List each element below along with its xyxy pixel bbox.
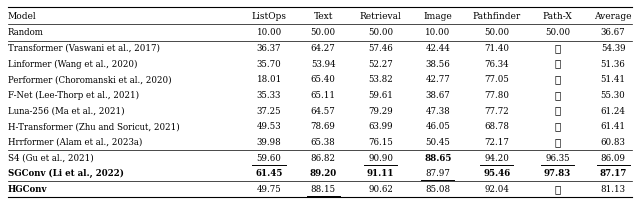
Text: 78.69: 78.69 — [311, 122, 335, 131]
Text: 36.37: 36.37 — [257, 44, 281, 53]
Text: 39.98: 39.98 — [257, 138, 282, 147]
Text: 50.00: 50.00 — [368, 28, 393, 37]
Text: ✗: ✗ — [554, 60, 561, 69]
Text: 49.53: 49.53 — [257, 122, 282, 131]
Text: 71.40: 71.40 — [484, 44, 509, 53]
Text: 50.00: 50.00 — [545, 28, 570, 37]
Text: 94.20: 94.20 — [484, 154, 509, 163]
Text: 35.33: 35.33 — [257, 91, 281, 100]
Text: 38.67: 38.67 — [426, 91, 451, 100]
Text: 61.45: 61.45 — [255, 169, 283, 178]
Text: ✗: ✗ — [554, 106, 561, 116]
Text: Luna-256 (Ma et al., 2021): Luna-256 (Ma et al., 2021) — [8, 106, 124, 116]
Text: Random: Random — [8, 28, 44, 37]
Text: 42.77: 42.77 — [426, 75, 451, 84]
Text: 77.05: 77.05 — [484, 75, 509, 84]
Text: 95.46: 95.46 — [483, 169, 511, 178]
Text: 36.67: 36.67 — [601, 28, 625, 37]
Text: 60.83: 60.83 — [601, 138, 625, 147]
Text: 87.17: 87.17 — [600, 169, 627, 178]
Text: 68.78: 68.78 — [484, 122, 509, 131]
Text: 87.97: 87.97 — [426, 169, 451, 178]
Text: Image: Image — [424, 12, 452, 21]
Text: 38.56: 38.56 — [426, 60, 451, 69]
Text: S4 (Gu et al., 2021): S4 (Gu et al., 2021) — [8, 154, 93, 163]
Text: 79.29: 79.29 — [368, 106, 393, 116]
Text: ✗: ✗ — [554, 122, 561, 131]
Text: 90.62: 90.62 — [368, 185, 393, 194]
Text: 81.13: 81.13 — [600, 185, 626, 194]
Text: 86.09: 86.09 — [600, 154, 626, 163]
Text: 57.46: 57.46 — [368, 44, 393, 53]
Text: 88.65: 88.65 — [424, 154, 452, 163]
Text: 63.99: 63.99 — [368, 122, 393, 131]
Text: 86.82: 86.82 — [310, 154, 336, 163]
Text: 59.61: 59.61 — [368, 91, 393, 100]
Text: 65.40: 65.40 — [311, 75, 335, 84]
Text: Average: Average — [595, 12, 632, 21]
Text: 50.45: 50.45 — [426, 138, 451, 147]
Text: 91.11: 91.11 — [367, 169, 394, 178]
Text: Model: Model — [8, 12, 36, 21]
Text: 10.00: 10.00 — [425, 28, 451, 37]
Text: 64.57: 64.57 — [311, 106, 335, 116]
Text: HGConv: HGConv — [8, 185, 47, 194]
Text: 51.41: 51.41 — [600, 75, 626, 84]
Text: 61.41: 61.41 — [600, 122, 626, 131]
Text: 54.39: 54.39 — [601, 44, 625, 53]
Text: Hrrformer (Alam et al., 2023a): Hrrformer (Alam et al., 2023a) — [8, 138, 142, 147]
Text: 59.60: 59.60 — [257, 154, 282, 163]
Text: 90.90: 90.90 — [368, 154, 393, 163]
Text: 35.70: 35.70 — [257, 60, 282, 69]
Text: Transformer (Vaswani et al., 2017): Transformer (Vaswani et al., 2017) — [8, 44, 160, 53]
Text: 47.38: 47.38 — [426, 106, 451, 116]
Text: 64.27: 64.27 — [311, 44, 335, 53]
Text: Path-X: Path-X — [543, 12, 572, 21]
Text: 51.36: 51.36 — [601, 60, 625, 69]
Text: 96.35: 96.35 — [545, 154, 570, 163]
Text: H-Transformer (Zhu and Soricut, 2021): H-Transformer (Zhu and Soricut, 2021) — [8, 122, 179, 131]
Text: 97.83: 97.83 — [544, 169, 571, 178]
Text: 72.17: 72.17 — [484, 138, 509, 147]
Text: 61.24: 61.24 — [601, 106, 625, 116]
Text: 76.34: 76.34 — [484, 60, 509, 69]
Text: 89.20: 89.20 — [310, 169, 337, 178]
Text: Performer (Choromanski et al., 2020): Performer (Choromanski et al., 2020) — [8, 75, 172, 84]
Text: 77.80: 77.80 — [484, 91, 509, 100]
Text: Text: Text — [314, 12, 333, 21]
Text: 46.05: 46.05 — [426, 122, 451, 131]
Text: 18.01: 18.01 — [257, 75, 282, 84]
Text: 53.82: 53.82 — [368, 75, 393, 84]
Text: 55.30: 55.30 — [601, 91, 625, 100]
Text: 76.15: 76.15 — [368, 138, 393, 147]
Text: 65.11: 65.11 — [310, 91, 336, 100]
Text: 77.72: 77.72 — [484, 106, 509, 116]
Text: 50.00: 50.00 — [310, 28, 336, 37]
Text: ✗: ✗ — [554, 185, 561, 194]
Text: ListOps: ListOps — [252, 12, 287, 21]
Text: 42.44: 42.44 — [426, 44, 451, 53]
Text: 85.08: 85.08 — [426, 185, 451, 194]
Text: 88.15: 88.15 — [310, 185, 336, 194]
Text: ✗: ✗ — [554, 44, 561, 53]
Text: Retrieval: Retrieval — [360, 12, 401, 21]
Text: 65.38: 65.38 — [311, 138, 335, 147]
Text: Linformer (Wang et al., 2020): Linformer (Wang et al., 2020) — [8, 60, 137, 69]
Text: Pathfinder: Pathfinder — [473, 12, 521, 21]
Text: 52.27: 52.27 — [368, 60, 393, 69]
Text: 37.25: 37.25 — [257, 106, 282, 116]
Text: 50.00: 50.00 — [484, 28, 509, 37]
Text: ✗: ✗ — [554, 91, 561, 100]
Text: 92.04: 92.04 — [484, 185, 509, 194]
Text: 49.75: 49.75 — [257, 185, 282, 194]
Text: F-Net (Lee-Thorp et al., 2021): F-Net (Lee-Thorp et al., 2021) — [8, 91, 139, 100]
Text: SGConv (Li et al., 2022): SGConv (Li et al., 2022) — [8, 169, 124, 178]
Text: ✗: ✗ — [554, 138, 561, 147]
Text: ✗: ✗ — [554, 75, 561, 84]
Text: 10.00: 10.00 — [257, 28, 282, 37]
Text: 53.94: 53.94 — [311, 60, 335, 69]
